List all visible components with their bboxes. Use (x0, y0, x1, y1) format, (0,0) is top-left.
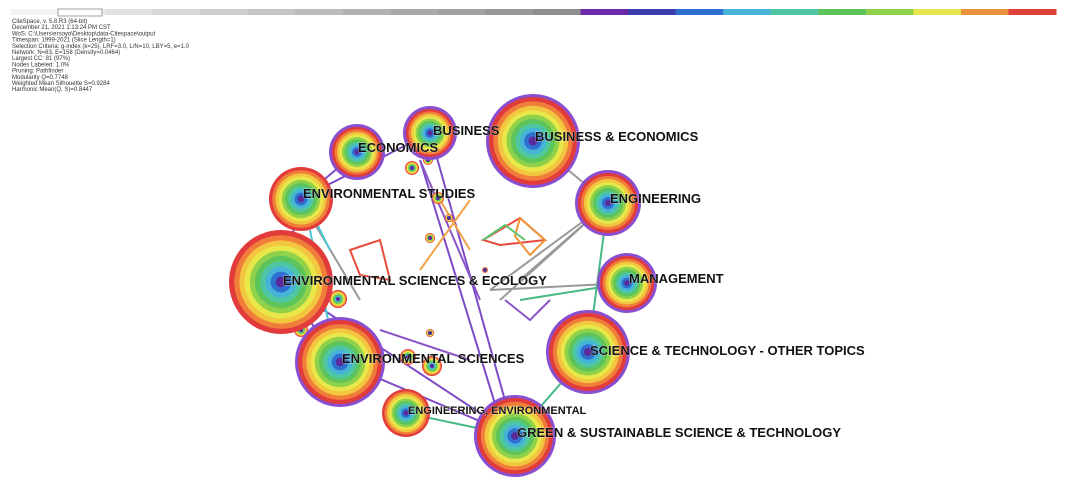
node-label: ENGINEERING (610, 191, 701, 206)
node-label: GREEN & SUSTAINABLE SCIENCE & TECHNOLOGY (517, 425, 841, 440)
time-slice (913, 9, 962, 15)
time-slice (675, 9, 724, 15)
time-slider[interactable] (57, 8, 103, 17)
header-line: Timespan: 1999-2021 (Slice Length=1) (12, 38, 116, 44)
time-slice (247, 9, 296, 15)
time-slice (437, 9, 486, 15)
node-core (624, 280, 630, 286)
time-slice (152, 9, 201, 15)
node-core (354, 149, 360, 155)
node-core (430, 364, 434, 368)
time-slice (818, 9, 867, 15)
time-slice (770, 9, 819, 15)
node-label: ENVIRONMENTAL SCIENCES (342, 351, 525, 366)
node-label: ENGINEERING, ENVIRONMENTAL (408, 405, 587, 417)
time-slice (1008, 9, 1057, 15)
node-core (427, 130, 433, 136)
time-slice (342, 9, 391, 15)
node-label: ECONOMICS (358, 140, 439, 155)
header-line: December 21, 2021 1:13:24 PM CST (12, 25, 111, 31)
time-slice (295, 9, 344, 15)
node-label: BUSINESS (433, 123, 500, 138)
header-line: Nodes Labeled: 1.0% (12, 62, 70, 68)
time-slice (10, 9, 59, 15)
time-slice (723, 9, 772, 15)
node-label: ENVIRONMENTAL SCIENCES & ECOLOGY (283, 273, 547, 288)
node-core (428, 331, 432, 335)
time-slice (960, 9, 1009, 15)
time-slice (105, 9, 154, 15)
header-line: Harmonic Mean(Q, S)=0.8447 (12, 87, 93, 93)
node-core (528, 136, 538, 146)
nodes: BUSINESS & ECONOMICS BUSINESS ECONOMICS ENV… (229, 94, 865, 477)
node-label: SCIENCE & TECHNOLOGY - OTHER TOPICS (590, 343, 865, 358)
node-core (406, 355, 410, 359)
node-core (447, 216, 451, 220)
header-line: Modularity Q=0.7748 (12, 75, 69, 81)
node-core (428, 236, 432, 240)
node-core (335, 357, 345, 367)
node-core (410, 166, 414, 170)
node-label: MANAGEMENT (629, 271, 724, 286)
time-slice (390, 9, 439, 15)
header-info: CiteSpace, v. 5.8.R3 (64-bit)December 21… (12, 19, 190, 93)
header-line: Selection Criteria: g-index (k=25), LRF=… (12, 44, 190, 50)
node-core (511, 432, 519, 440)
time-slice (628, 9, 677, 15)
node-core (275, 276, 287, 288)
node-core (297, 195, 305, 203)
header-line: Weighted Mean Silhouette S=0.9284 (12, 81, 110, 87)
node-label: ENVIRONMENTAL STUDIES (303, 186, 475, 201)
node-core (403, 410, 409, 416)
node-label: BUSINESS & ECONOMICS (535, 129, 699, 144)
node-core (336, 297, 340, 301)
time-slice (533, 9, 582, 15)
header-line: Largest CC: 81 (97%) (12, 56, 70, 62)
time-slice (865, 9, 914, 15)
node-core (483, 268, 487, 272)
time-slice (485, 9, 534, 15)
header-line: Pruning: Pathfinder (12, 69, 63, 75)
header-line: CiteSpace, v. 5.8.R3 (64-bit) (12, 19, 87, 25)
time-slice (580, 9, 629, 15)
time-slice (200, 9, 249, 15)
node-core (436, 196, 440, 200)
node-core (584, 348, 592, 356)
header-line: Network: N=83, E=158 (Density=0.0464) (12, 50, 120, 56)
node-core (605, 200, 611, 206)
time-bar (10, 9, 1057, 15)
header-line: WoS: C:\Users\ersoyo\Desktop\data-Citesp… (12, 31, 156, 37)
